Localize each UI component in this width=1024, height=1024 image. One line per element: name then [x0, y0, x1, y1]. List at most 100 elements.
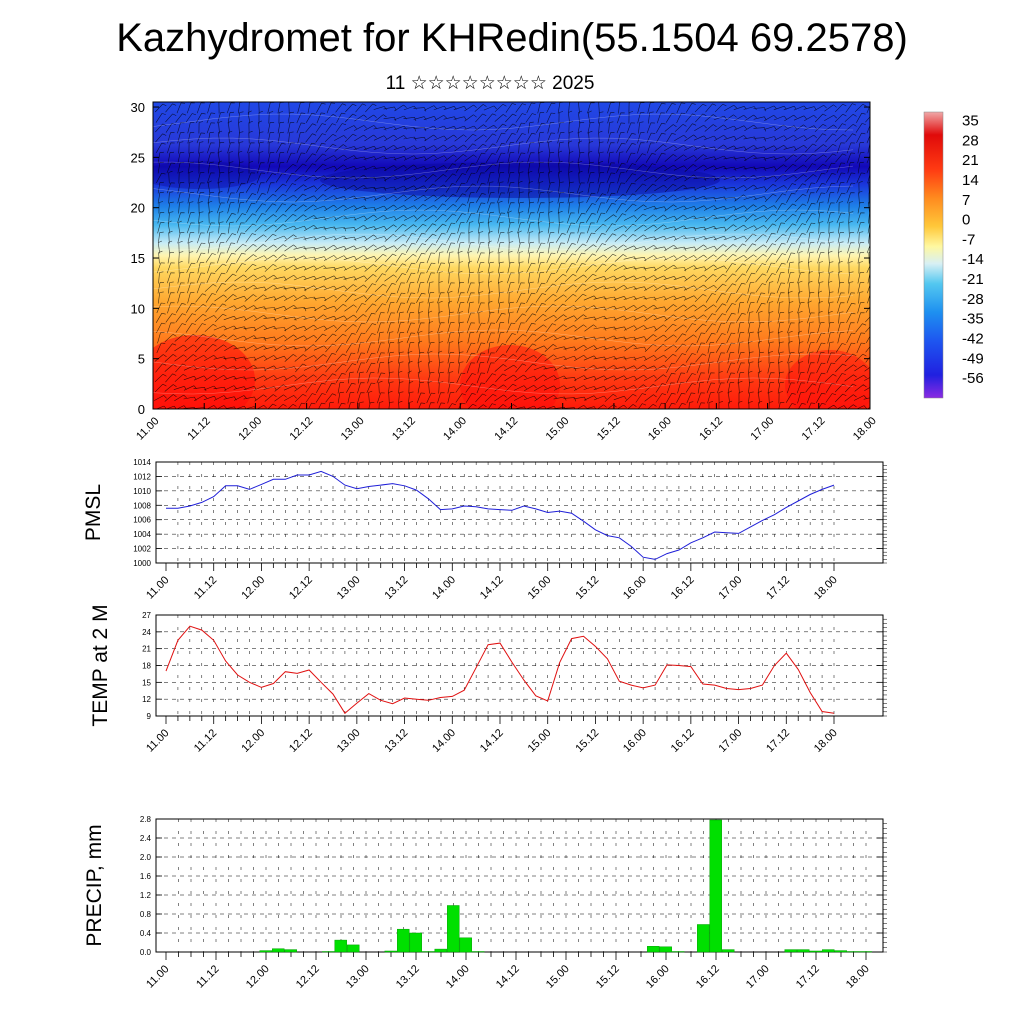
- x-tick-label: 16.00: [644, 963, 672, 991]
- y-tick-label: 27: [142, 611, 151, 620]
- y-tick-label: 1014: [133, 458, 151, 467]
- precip-bar: [259, 950, 272, 953]
- y-tick-label: 30: [131, 100, 145, 115]
- precip-bar: [859, 951, 872, 953]
- x-tick-label: 13.00: [335, 574, 363, 602]
- colorbar-label: -28: [962, 291, 984, 308]
- x-tick-label: 11.12: [192, 574, 219, 601]
- precip-bar: [722, 949, 735, 953]
- y-tick-label: 21: [142, 645, 151, 654]
- y-tick-label: 24: [142, 628, 151, 637]
- x-tick-label: 13.12: [382, 574, 410, 602]
- y-tick-label: 15: [142, 678, 151, 687]
- precip-bar: [422, 951, 435, 953]
- x-tick-label: 12.00: [239, 727, 267, 755]
- x-tick-label: 12.00: [244, 963, 272, 991]
- x-tick-label: 15.12: [595, 415, 623, 443]
- colorbar-label: 35: [962, 112, 979, 129]
- precip-bar: [434, 948, 447, 953]
- colorbar-label: -7: [962, 231, 975, 248]
- colorbar-label: -42: [962, 331, 984, 348]
- precip-bar: [822, 949, 835, 953]
- y-tick-label: 1006: [133, 516, 151, 525]
- colorbar-label: -14: [962, 251, 984, 268]
- colorbar: 35 28 21 14 7 0 -7 -14 -21 -28 -35 -42 -49 -56: [923, 111, 984, 399]
- x-tick-label: 14.00: [430, 574, 458, 602]
- x-tick-label: 17.00: [748, 415, 776, 443]
- plot-frame: [155, 461, 884, 564]
- y-tick-label: 1002: [133, 545, 151, 554]
- x-tick-label: 14.12: [478, 727, 506, 755]
- wind-barbs: [153, 102, 870, 409]
- y-tick-label: 2.8: [140, 815, 152, 824]
- y-tick-label: 0.4: [140, 929, 152, 938]
- x-tick-label: 16.12: [694, 963, 722, 991]
- page-subtitle: 11 ☆☆☆☆☆☆☆☆ 2025: [385, 73, 595, 94]
- precip-bar: [322, 951, 335, 953]
- x-tick-label: 18.00: [812, 574, 840, 602]
- y-tick-label: 0: [138, 402, 145, 417]
- x-tick-label: 17.00: [716, 727, 744, 755]
- y-tick-label: 5: [138, 352, 145, 367]
- plot-frame: [155, 818, 884, 953]
- x-tick-label: 13.12: [394, 963, 422, 991]
- y-tick-label: 15: [131, 251, 145, 266]
- x-tick-label: 13.12: [390, 415, 418, 443]
- x-tick-label: 11.00: [144, 574, 171, 601]
- precip-bar: [847, 951, 860, 953]
- colorbar-label: 7: [962, 192, 970, 209]
- precip-bar: [397, 928, 410, 953]
- precip-bar: [834, 950, 847, 953]
- y-tick-label: 20: [131, 201, 145, 216]
- cold-core: [320, 162, 720, 198]
- x-tick-label: 18.00: [812, 727, 840, 755]
- precip-bar: [272, 948, 285, 953]
- y-tick-label: 0.0: [140, 948, 152, 957]
- x-tick-label: 16.12: [669, 574, 697, 602]
- y-axis-label: TEMP at 2 M: [89, 604, 112, 726]
- x-tick-label: 15.00: [526, 574, 554, 602]
- x-tick-label: 11.12: [185, 415, 212, 442]
- x-tick-label: 15.00: [544, 963, 572, 991]
- colorbar-gradient: [923, 111, 944, 399]
- x-tick-label: 14.12: [492, 415, 520, 443]
- y-tick-label: 10: [131, 301, 145, 316]
- colorbar-label: 28: [962, 132, 979, 149]
- y-tick-label: 1.6: [140, 872, 152, 881]
- precip-bar: [809, 950, 822, 953]
- x-tick-label: 11.00: [134, 415, 161, 442]
- wind-barb-field: [154, 102, 870, 409]
- x-tick-label: 17.12: [764, 727, 792, 755]
- temp-panel: 9 12 15 18 21 24 27 11.00 11.12 12.00 12.12 13.00 13…: [89, 604, 887, 755]
- y-tick-label: 2.0: [140, 853, 152, 862]
- y-tick-label: 1000: [133, 559, 151, 568]
- y-tick-label: 12: [142, 695, 151, 704]
- x-tick-label: 12.00: [239, 574, 267, 602]
- x-tick-label: 16.12: [697, 415, 725, 443]
- y-axis-label: PMSL: [82, 484, 105, 541]
- x-tick-label: 17.12: [800, 415, 828, 443]
- x-tick-label: 17.12: [794, 963, 822, 991]
- x-tick-label: 18.00: [851, 415, 879, 443]
- x-tick-label: 15.00: [526, 727, 554, 755]
- x-tick-label: 13.00: [335, 727, 363, 755]
- precip-bar: [284, 949, 297, 953]
- precip-bar: [784, 949, 797, 953]
- x-tick-label: 14.00: [430, 727, 458, 755]
- y-tick-label: 1004: [133, 530, 151, 539]
- x-tick-label: 17.00: [716, 574, 744, 602]
- y-tick-label: 1012: [133, 472, 151, 481]
- precip-bar: [709, 819, 722, 953]
- x-tick-label: 15.00: [544, 415, 572, 443]
- precip-bar: [334, 939, 347, 953]
- precip-panel: 0.0 0.4 0.8 1.2 1.6 2.0 2.4 2.8 11.00 11.12 12.00 1…: [83, 815, 887, 991]
- page-title: Kazhydromet for KHRedin(55.1504 69.2578): [116, 16, 908, 60]
- x-tick-label: 13.12: [382, 727, 410, 755]
- colorbar-label: 21: [962, 152, 979, 169]
- cross-section-panel: 0 5 10 15 20 25 30 11.00 11.12 12.00 12.12 13.00 13…: [131, 100, 879, 443]
- colorbar-label: 0: [962, 212, 970, 229]
- x-tick-label: 16.00: [621, 574, 649, 602]
- precip-bar: [659, 946, 672, 953]
- precip-bar: [447, 905, 460, 953]
- x-tick-label: 11.00: [144, 963, 171, 990]
